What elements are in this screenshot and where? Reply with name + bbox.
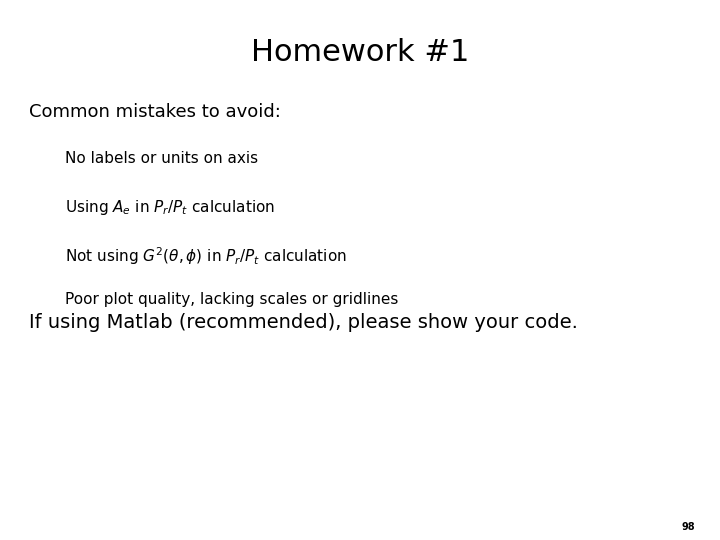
Text: No labels or units on axis: No labels or units on axis (65, 151, 258, 166)
Text: Homework #1: Homework #1 (251, 38, 469, 67)
Text: 98: 98 (681, 522, 695, 532)
Text: Poor plot quality, lacking scales or gridlines: Poor plot quality, lacking scales or gri… (65, 292, 398, 307)
Text: If using Matlab (recommended), please show your code.: If using Matlab (recommended), please sh… (29, 313, 577, 332)
Text: Not using $G^2(\theta,\phi)$ in $P_r/P_t$ calculation: Not using $G^2(\theta,\phi)$ in $P_r/P_t… (65, 245, 347, 267)
Text: Using $A_e$ in $P_r/P_t$ calculation: Using $A_e$ in $P_r/P_t$ calculation (65, 198, 275, 217)
Text: Common mistakes to avoid:: Common mistakes to avoid: (29, 103, 281, 120)
